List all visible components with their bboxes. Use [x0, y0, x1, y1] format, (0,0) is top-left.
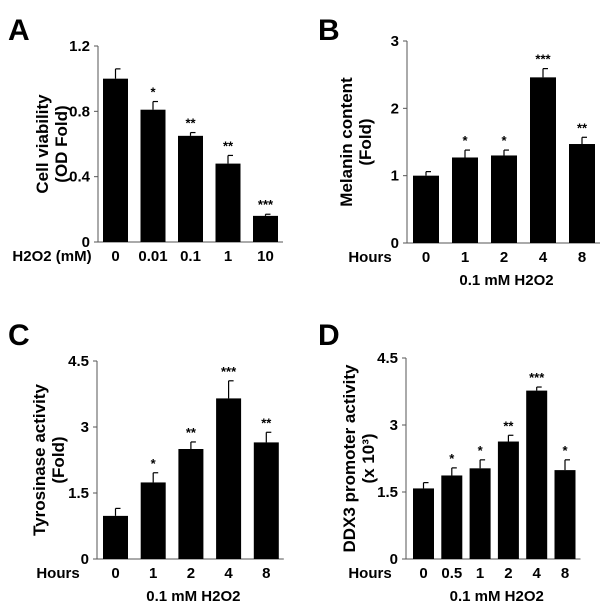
- x-tick-label: 0: [419, 565, 427, 582]
- panel-c: C 0 1.5 3 4.5 Tyrosinase activity (Fold) 0 * 1 ** 2…: [8, 319, 284, 605]
- x-axis-prefix-label: Hours: [348, 249, 391, 266]
- x-tick-label: 2: [504, 565, 512, 582]
- bar: [140, 482, 166, 559]
- y-tick-label: 1: [391, 168, 399, 185]
- bar: [103, 78, 128, 243]
- bar: [530, 77, 556, 243]
- panel-label: A: [8, 14, 30, 47]
- y-axis-label: (Fold): [356, 118, 375, 165]
- bar: [452, 157, 478, 243]
- x-tick-label: 1: [224, 248, 232, 265]
- y-tick-label: 2: [391, 100, 399, 117]
- significance-marker: *: [462, 133, 468, 148]
- bar: [216, 398, 242, 559]
- y-tick-label: 1.5: [68, 485, 89, 502]
- bar: [140, 109, 166, 242]
- x-tick-label: 0: [111, 565, 119, 582]
- x-tick-label: 0.5: [441, 565, 462, 582]
- significance-marker: **: [186, 425, 197, 440]
- y-axis-label: Tyrosinase activity: [30, 384, 49, 536]
- bar: [497, 441, 519, 559]
- bar: [469, 468, 491, 559]
- panel-b: B 0 1 2 3 Melanin content (Fold) 0 * 1 * 2 *** 4 ** 8 Ho…: [318, 14, 600, 289]
- x-tick-label: 0.1: [180, 248, 201, 265]
- y-tick-label: 4.5: [377, 350, 398, 367]
- y-axis-label: DDX3 promoter activity: [340, 364, 359, 553]
- x-axis-label: 0.1 mM H2O2: [146, 588, 240, 605]
- x-tick-label: 4: [533, 565, 542, 582]
- y-tick-label: 3: [390, 417, 398, 434]
- bar: [253, 442, 279, 559]
- significance-marker: **: [223, 138, 234, 153]
- y-axis-label: (OD Fold): [52, 105, 71, 182]
- y-tick-label: 1.5: [377, 484, 398, 501]
- significance-marker: ***: [529, 370, 545, 385]
- y-tick-label: 0.8: [69, 103, 90, 120]
- panel-label: C: [8, 319, 30, 352]
- x-axis-prefix-label: H2O2 (mM): [12, 248, 91, 265]
- bar: [103, 515, 128, 559]
- y-tick-label: 0: [82, 234, 90, 251]
- significance-marker: *: [151, 456, 157, 471]
- significance-marker: ***: [221, 364, 237, 379]
- x-tick-label: 1: [476, 565, 484, 582]
- significance-marker: *: [449, 451, 455, 466]
- y-tick-label: 1.2: [69, 38, 90, 55]
- y-tick-label: 0: [81, 551, 89, 568]
- significance-marker: *: [562, 443, 568, 458]
- x-tick-label: 10: [257, 248, 274, 265]
- bar: [569, 144, 595, 243]
- bar: [554, 470, 576, 559]
- y-axis-label: (Fold): [49, 436, 68, 483]
- y-axis-label: Cell viability: [33, 94, 52, 194]
- x-tick-label: 0: [111, 248, 119, 265]
- bar: [413, 488, 434, 559]
- y-tick-label: 0: [390, 551, 398, 568]
- bar: [178, 449, 204, 559]
- x-tick-label: 4: [224, 565, 233, 582]
- panel-d: D 0 1.5 3 4.5 DDX3 promoter activity (x 10³) 0 *…: [318, 319, 581, 605]
- x-tick-label: 8: [578, 249, 586, 266]
- bar: [215, 163, 241, 242]
- bar: [526, 390, 548, 559]
- panel-label: D: [318, 319, 340, 352]
- significance-marker: ***: [258, 197, 274, 212]
- x-axis-label: 0.1 mM H2O2: [459, 272, 553, 289]
- x-tick-label: 1: [461, 249, 469, 266]
- x-tick-label: 8: [561, 565, 569, 582]
- bar: [253, 215, 278, 242]
- bar: [413, 175, 439, 243]
- significance-marker: **: [577, 120, 588, 135]
- panel-a: A 0 0.4 0.8 1.2 Cell viability (OD Fold) 0 * 0.01…: [8, 14, 283, 265]
- x-tick-label: 4: [539, 249, 548, 266]
- x-tick-label: 1: [149, 565, 157, 582]
- y-axis-label: (x 10³): [359, 433, 378, 483]
- significance-marker: *: [501, 133, 507, 148]
- x-tick-label: 0.01: [138, 248, 167, 265]
- y-axis-label: Melanin content: [337, 77, 356, 207]
- significance-marker: ***: [535, 52, 551, 67]
- x-axis-label: 0.1 mM H2O2: [450, 588, 544, 605]
- x-axis-prefix-label: Hours: [36, 565, 79, 582]
- significance-marker: **: [185, 116, 196, 131]
- y-tick-label: 3: [81, 419, 89, 436]
- y-tick-label: 3: [391, 33, 399, 50]
- bar: [491, 155, 517, 243]
- significance-marker: **: [261, 415, 272, 430]
- y-tick-label: 4.5: [68, 353, 89, 370]
- y-tick-label: 0: [391, 235, 399, 252]
- significance-marker: **: [503, 418, 514, 433]
- x-tick-label: 8: [262, 565, 270, 582]
- x-tick-label: 2: [187, 565, 195, 582]
- x-axis-prefix-label: Hours: [348, 565, 391, 582]
- panel-label: B: [318, 14, 340, 47]
- significance-marker: *: [150, 85, 156, 100]
- x-tick-label: 2: [500, 249, 508, 266]
- y-tick-label: 0.4: [69, 169, 91, 186]
- bar: [178, 135, 203, 242]
- x-tick-label: 0: [422, 249, 430, 266]
- significance-marker: *: [478, 443, 484, 458]
- bar: [441, 475, 463, 559]
